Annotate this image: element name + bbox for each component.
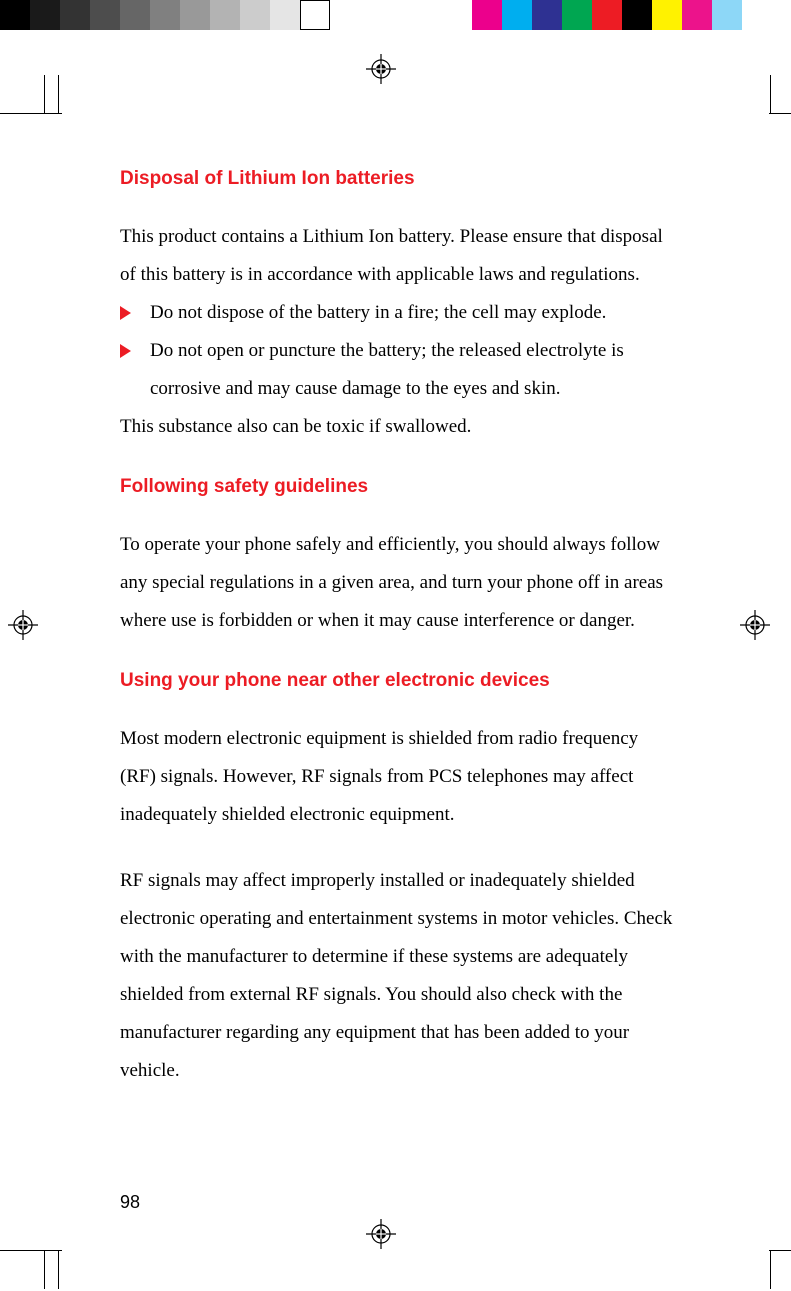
color-swatch xyxy=(180,0,210,30)
color-swatch xyxy=(502,0,532,30)
registration-mark-icon xyxy=(8,610,38,640)
registration-mark-icon xyxy=(366,1219,396,1249)
color-swatch xyxy=(60,0,90,30)
crop-mark xyxy=(769,113,791,114)
crop-mark xyxy=(769,1250,791,1251)
crop-mark xyxy=(44,1251,45,1289)
registration-mark-icon xyxy=(740,610,770,640)
color-swatch xyxy=(442,0,472,30)
paragraph: RF signals may affect improperly install… xyxy=(120,862,675,1090)
list-item: Do not dispose of the battery in a fire;… xyxy=(120,294,675,332)
color-swatch xyxy=(652,0,682,30)
list-item-text: Do not dispose of the battery in a fire;… xyxy=(150,302,606,323)
heading-safety-guidelines: Following safety guidelines xyxy=(120,476,675,498)
color-swatch xyxy=(622,0,652,30)
registration-mark-icon xyxy=(366,54,396,84)
page-number: 98 xyxy=(120,1192,140,1213)
color-swatch xyxy=(270,0,300,30)
color-swatch xyxy=(150,0,180,30)
section-electronic-devices: Using your phone near other electronic d… xyxy=(120,670,675,1090)
heading-battery-disposal: Disposal of Lithium Ion batteries xyxy=(120,168,675,190)
page-content: Disposal of Lithium Ion batteries This p… xyxy=(120,168,675,1208)
body-text: This product contains a Lithium Ion batt… xyxy=(120,218,675,446)
crop-mark xyxy=(0,1250,62,1251)
color-swatch xyxy=(30,0,60,30)
list-item: Do not open or puncture the battery; the… xyxy=(120,332,675,408)
color-swatch xyxy=(90,0,120,30)
list-item-text: Do not open or puncture the battery; the… xyxy=(150,340,624,399)
color-swatch xyxy=(532,0,562,30)
color-swatch xyxy=(300,0,330,30)
body-text: To operate your phone safely and efficie… xyxy=(120,526,675,640)
color-swatch xyxy=(0,0,30,30)
grayscale-color-bar xyxy=(0,0,330,30)
heading-electronic-devices: Using your phone near other electronic d… xyxy=(120,670,675,692)
paragraph: Most modern electronic equipment is shie… xyxy=(120,720,675,834)
color-swatch xyxy=(120,0,150,30)
crop-mark xyxy=(58,1251,59,1289)
color-swatch xyxy=(240,0,270,30)
color-swatch xyxy=(210,0,240,30)
crop-mark xyxy=(0,113,62,114)
color-swatch xyxy=(472,0,502,30)
process-color-bar xyxy=(442,0,742,30)
section-battery-disposal: Disposal of Lithium Ion batteries This p… xyxy=(120,168,675,446)
paragraph: This substance also can be toxic if swal… xyxy=(120,408,675,446)
color-swatch xyxy=(682,0,712,30)
color-swatch xyxy=(712,0,742,30)
crop-mark xyxy=(770,1251,771,1289)
bullet-list: Do not dispose of the battery in a fire;… xyxy=(120,294,675,408)
section-safety-guidelines: Following safety guidelines To operate y… xyxy=(120,476,675,640)
paragraph: This product contains a Lithium Ion batt… xyxy=(120,218,675,294)
color-swatch xyxy=(562,0,592,30)
body-text: Most modern electronic equipment is shie… xyxy=(120,720,675,1090)
paragraph: To operate your phone safely and efficie… xyxy=(120,526,675,640)
color-swatch xyxy=(592,0,622,30)
crop-mark xyxy=(770,75,771,113)
crop-mark xyxy=(44,75,45,113)
crop-mark xyxy=(58,75,59,113)
